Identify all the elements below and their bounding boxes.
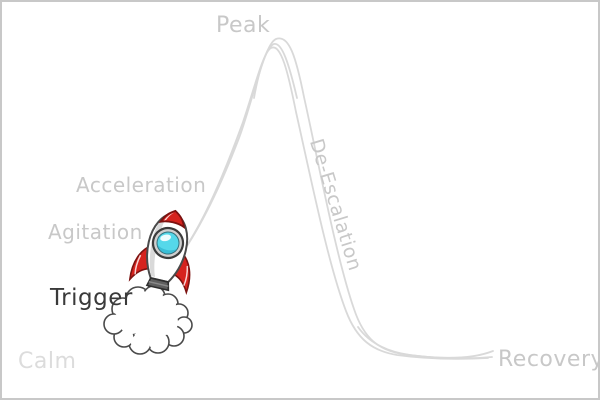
label-agitation: Agitation [48,220,143,244]
rocket-fin-left-highlight [134,254,142,275]
label-peak: Peak [216,13,271,38]
porthole-gloss [160,234,172,242]
curve-stroke-tail-extra [357,326,494,359]
rocket-icon [128,209,191,296]
rocket-nose-cone [158,209,186,230]
smoke-cloud-icon [103,285,193,355]
label-acceleration: Acceleration [76,173,207,197]
rocket-nose-highlight [163,212,174,221]
label-recovery: Recovery [498,347,600,372]
curve-stroke-peak-extra [253,43,298,99]
curve-stroke-inner [154,46,489,360]
rocket-nozzle-band [148,280,169,287]
porthole-glass-deep [157,244,177,254]
label-trigger: Trigger [50,285,133,311]
label-calm: Calm [18,349,77,374]
rocket-fin-right-highlight [183,265,189,286]
rocket-illustration [103,209,193,355]
